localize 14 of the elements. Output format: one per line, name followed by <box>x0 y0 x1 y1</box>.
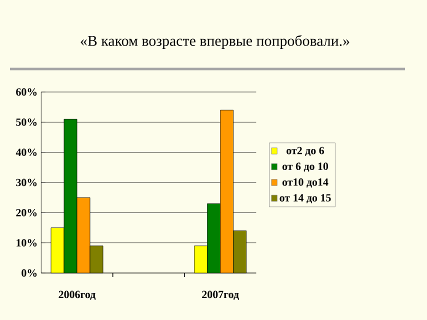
x-tick-label: 2006год <box>58 290 96 300</box>
legend-label: от 6 до 10 <box>282 162 328 172</box>
y-tick-label: 50% <box>16 118 37 126</box>
y-tick-label: 10% <box>16 239 37 247</box>
y-tick-label: 40% <box>16 148 37 156</box>
y-tick-label: 20% <box>16 208 37 216</box>
legend-label: от2 до 6 <box>286 146 324 156</box>
y-tick-label: 60% <box>16 88 37 96</box>
y-tick-label: 30% <box>16 178 37 186</box>
chart-title: «В каком возрасте впервые попробовали.» <box>80 35 350 49</box>
legend-label: от 14 до 15 <box>280 194 331 204</box>
x-tick-label: 2007год <box>202 290 239 300</box>
legend-label: от10 до14 <box>282 178 328 188</box>
y-tick-label: 0% <box>22 269 37 277</box>
